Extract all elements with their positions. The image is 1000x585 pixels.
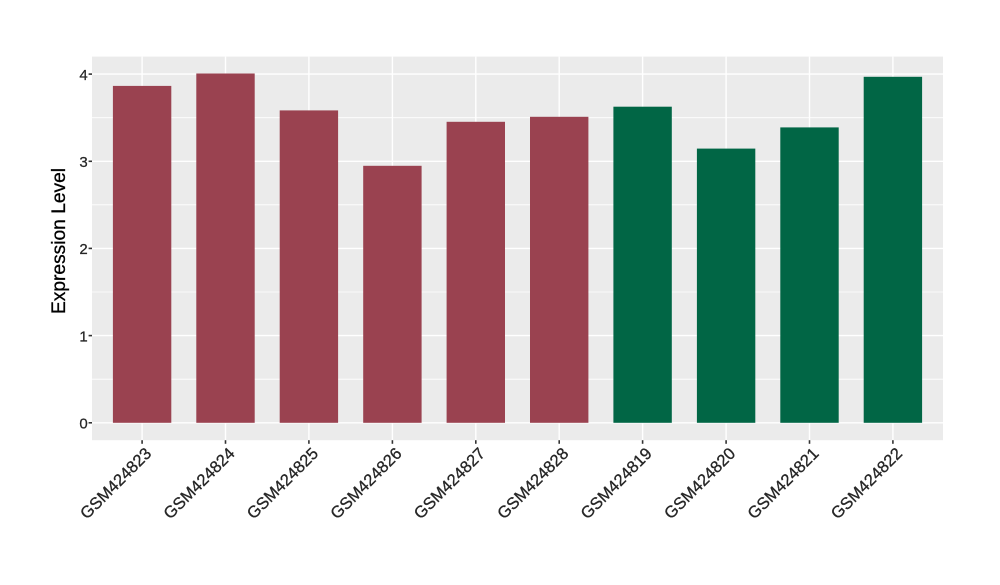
svg-text:4: 4	[79, 67, 87, 84]
svg-text:2: 2	[79, 241, 87, 258]
svg-text:3: 3	[79, 154, 87, 171]
svg-text:Expression Level: Expression Level	[49, 168, 70, 314]
svg-text:1: 1	[79, 328, 87, 345]
svg-text:0: 0	[79, 416, 87, 433]
